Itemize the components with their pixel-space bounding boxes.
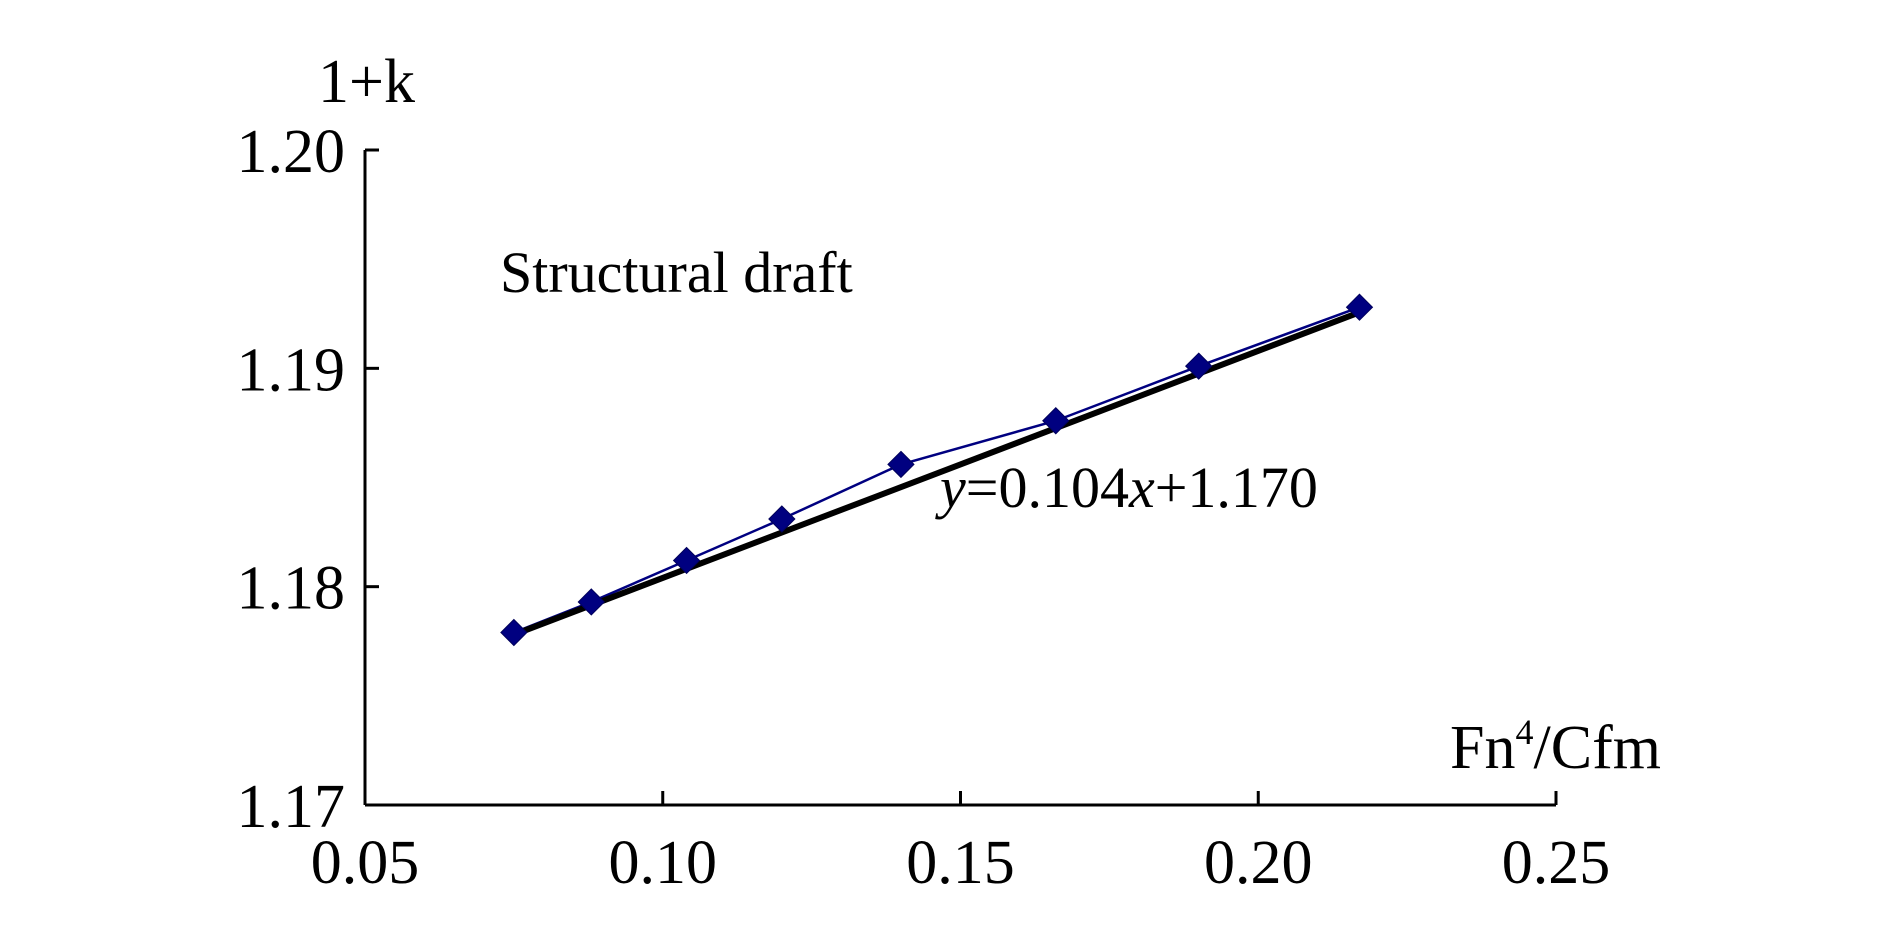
- data-point-marker: [672, 546, 701, 575]
- equation-y: y: [935, 455, 966, 520]
- equation-annotation: y=0.104x+1.170: [935, 455, 1318, 520]
- x-tick-label: 0.05: [311, 829, 420, 897]
- x-tick-label: 0.20: [1204, 829, 1313, 897]
- series-line: [513, 306, 1360, 634]
- data-point-marker: [1345, 293, 1374, 321]
- data-point-marker: [500, 618, 528, 647]
- x-axis-label: Fn4/Cfm: [1450, 712, 1661, 782]
- x-tick-label: 0.10: [609, 829, 718, 897]
- y-axis-label: 1+k: [318, 48, 415, 116]
- data-point-marker: [768, 505, 796, 533]
- linear-fit-line: [512, 309, 1361, 638]
- x-tick-label: 0.15: [906, 829, 1015, 897]
- ticks: 1.17 1.18 1.19 1.20 0.05 0.10 0.15 0.20 0.25: [237, 118, 1611, 897]
- y-tick-label: 1.17: [237, 773, 346, 841]
- condition-annotation: Structural draft: [500, 240, 853, 305]
- data-point-marker: [1184, 352, 1213, 380]
- x-axis-label-base: Fn: [1450, 714, 1515, 782]
- x-tick-label: 0.25: [1502, 829, 1611, 897]
- equation-x: x: [1128, 455, 1155, 520]
- data-point-marker: [1042, 407, 1070, 435]
- y-tick-label: 1.20: [237, 118, 346, 186]
- data-point-marker: [887, 450, 915, 479]
- x-axis-label-rest: /Cfm: [1533, 714, 1660, 782]
- data-point-marker: [577, 588, 605, 616]
- fit-line-group: [500, 293, 1374, 647]
- x-axis-label-sup: 4: [1515, 712, 1533, 752]
- equation-mid: =0.104: [966, 455, 1129, 520]
- y-tick-label: 1.18: [237, 555, 346, 623]
- y-tick-label: 1.19: [237, 336, 346, 404]
- data-series: [513, 306, 1360, 634]
- equation-end: +1.170: [1155, 455, 1318, 520]
